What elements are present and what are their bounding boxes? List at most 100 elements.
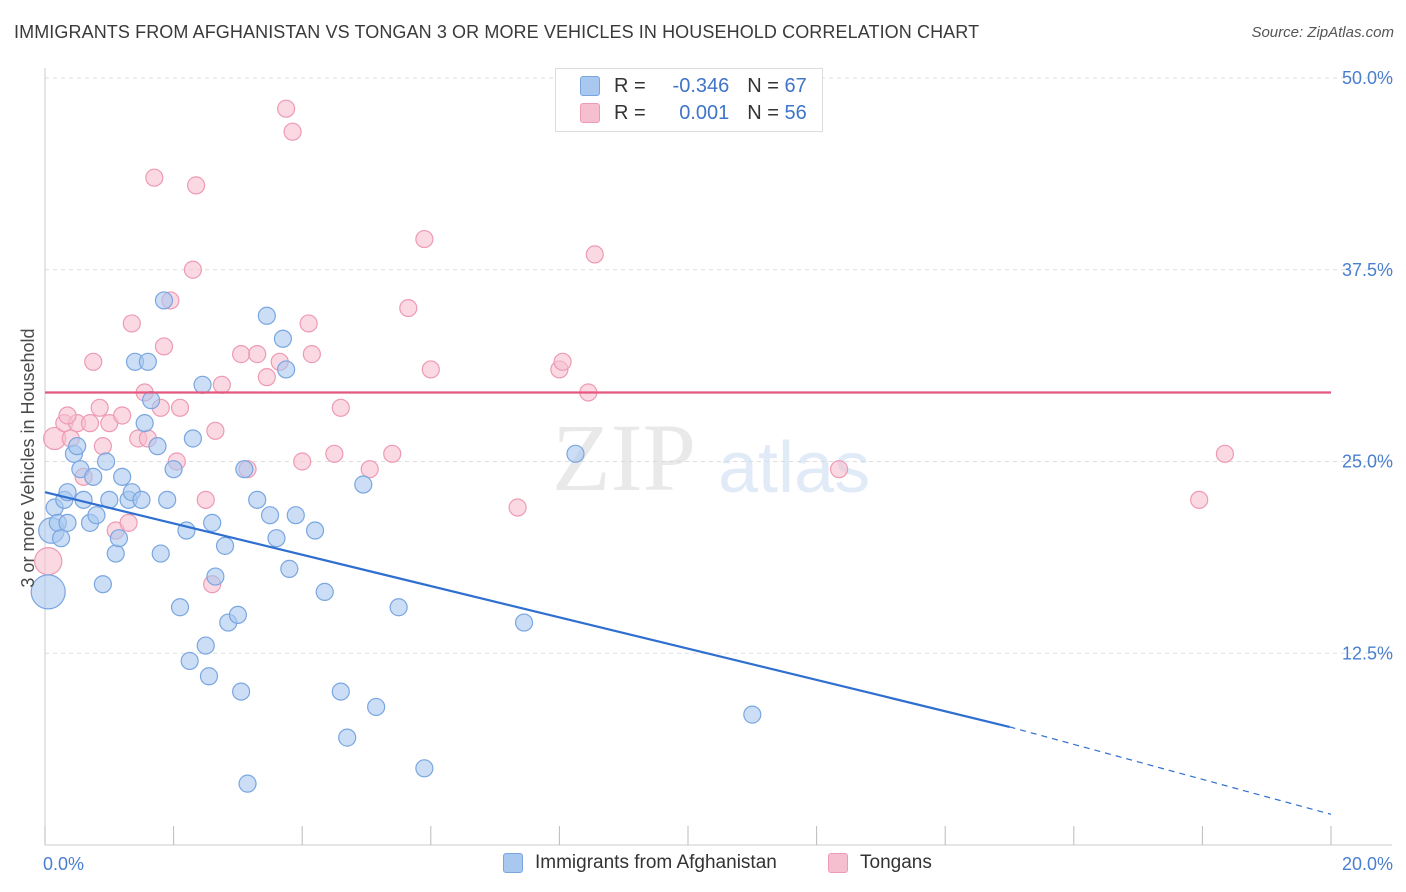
x-tick-label: 0.0% [43,854,84,874]
tongans-point [508,498,527,517]
tongans-point [206,421,225,440]
tongans-point [113,406,132,425]
tongans-point [119,513,138,532]
legend-n-value: 56 [784,101,807,124]
afghanistan-point [267,529,286,548]
afghanistan-point [113,467,132,486]
afghanistan-point [286,506,305,525]
tongans-point [90,398,109,417]
tongans-point [212,375,231,394]
trend-lines [44,391,1332,815]
tongans-point [331,398,350,417]
chart-title: IMMIGRANTS FROM AFGHANISTAN VS TONGAN 3 … [14,22,980,42]
legend-r-label: R = [614,101,646,124]
afghanistan-point [180,651,199,671]
tongans-point [80,414,100,433]
x-tick-label: 20.0% [1342,854,1393,874]
afghanistan-point [331,682,350,701]
afghanistan-point [199,667,219,686]
tongans-point [585,245,604,264]
tongans-point [58,406,77,425]
afghanistan-point [315,582,334,601]
tongans-point [383,444,402,463]
afghanistan-point [305,521,325,540]
afghanistan-point [132,490,151,509]
grid-lines [45,77,1392,654]
tongans-point [415,229,434,249]
afghanistan-point [87,506,106,525]
afghanistan-point [354,475,373,494]
afghanistan-point [743,705,762,724]
afghanistan-point [248,490,267,509]
series-legend: Immigrants from Afghanistan Tongans [0,852,1406,878]
tongans-point [232,345,251,364]
x-tick-labels: 0.0% 20.0% [43,854,1393,874]
tongans-point [257,368,276,387]
y-tick-label: 50.0% [1342,68,1393,88]
afghanistan-points [30,291,762,793]
afghanistan-point [58,513,77,532]
legend-swatch-blue [503,853,523,873]
legend-swatch-blue [580,76,600,96]
afghanistan-point [257,306,276,325]
legend-label-afghanistan: Immigrants from Afghanistan [535,852,777,873]
y-axis-label: 3 or more Vehicles in Household [18,328,38,587]
afghanistan-point [235,460,254,479]
y-tick-label: 25.0% [1342,452,1393,472]
afghanistan-point [96,452,116,471]
tongans-point [299,314,318,333]
legend-item-tongans[interactable]: Tongans [828,852,932,874]
afghanistan-trend-line [44,491,1010,728]
tongans-point [325,444,344,463]
afghanistan-point [51,529,71,548]
tongans-point [84,352,103,371]
afghanistan-point [514,613,534,632]
afghanistan-point [93,575,112,594]
afghanistan-point [280,559,299,578]
afghanistan-point [164,460,183,479]
source-label: Source: ZipAtlas.com [1251,24,1394,41]
afghanistan-point [206,567,225,586]
legend-r-value: -0.346 [672,74,730,97]
y-tick-label: 12.5% [1342,643,1393,663]
legend-item-afghanistan[interactable]: Immigrants from Afghanistan [503,852,777,874]
afghanistan-point [277,360,296,379]
tongans-point [421,360,440,379]
afghanistan-point [148,437,167,456]
afghanistan-point [84,467,103,486]
y-tick-labels: 12.5% 25.0% 37.5% 50.0% [1342,68,1393,663]
afghanistan-point [232,682,251,701]
afghanistan-point [203,513,222,532]
tongans-point [93,437,112,456]
watermark: ZIP atlas [552,404,870,511]
afghanistan-point [566,444,585,463]
tongans-point [1215,444,1235,463]
afghanistan-point [141,391,161,410]
afghanistan-point [68,437,87,456]
tongans-point [248,345,267,364]
tongans-point [553,352,572,371]
afghanistan-point [196,636,215,655]
tongans-point [302,345,321,364]
tongans-point [196,490,215,509]
afghanistan-point [135,414,154,433]
tongans-point [830,460,849,479]
legend-n-label: N = [747,101,779,124]
afghanistan-point [109,529,129,548]
stats-legend: R = -0.346 N = 67 R = 0.001 N = 56 [555,68,823,132]
afghanistan-point [338,728,357,747]
tongans-point [277,99,296,118]
afghanistan-point [170,598,190,617]
afghanistan-trend-extension [1009,726,1332,815]
tongans-point [170,398,190,417]
legend-row-tongans: R = 0.001 N = 56 [580,101,807,125]
legend-row-afghanistan: R = -0.346 N = 67 [580,74,807,98]
legend-label-tongans: Tongans [860,852,932,873]
legend-n-value: 67 [784,74,807,97]
tongans-point [399,299,418,318]
afghanistan-point [215,536,235,555]
tongans-point [154,337,174,356]
legend-r-value: 0.001 [679,101,730,124]
tongans-point [122,314,141,333]
